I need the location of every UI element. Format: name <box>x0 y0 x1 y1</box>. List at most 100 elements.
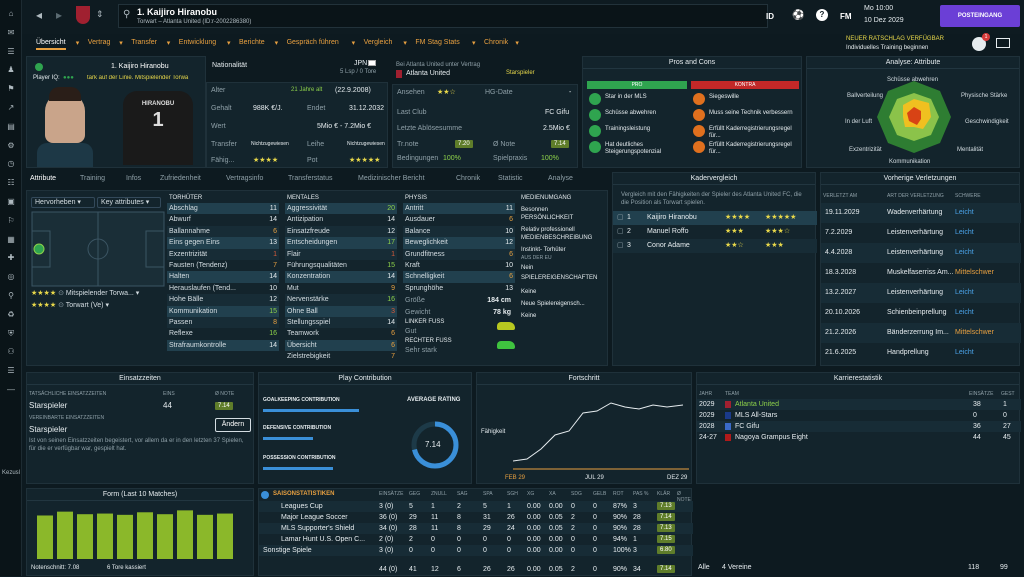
sidebar-icon-7[interactable]: ⚙ <box>7 140 15 150</box>
fm-button[interactable]: FM <box>840 12 852 21</box>
competition-name[interactable]: Leagues Cup <box>281 503 323 510</box>
squad-player[interactable]: Kaijiro Hiranobu <box>647 214 697 221</box>
injuries-title: Vorherige Verletzungen <box>821 173 1019 185</box>
sidebar-icon-17[interactable]: ⛨ <box>8 328 14 338</box>
sort-arrows-icon[interactable]: ⇕ <box>96 9 104 19</box>
transfer-label: Transfer <box>211 141 237 148</box>
squad-row[interactable]: ▢ 3 Conor Adame ★★☆ ★★★ <box>613 239 817 253</box>
nav-tab-1[interactable]: Vertrag <box>87 39 111 46</box>
tab-9[interactable]: Analyse <box>548 175 573 182</box>
sidebar-icon-15[interactable]: ⚲ <box>8 291 14 300</box>
advice-text[interactable]: Individuelles Training beginnen <box>846 45 929 51</box>
competition-name[interactable]: MLS Supporter's Shield <box>281 525 355 532</box>
users-icon[interactable] <box>972 37 986 51</box>
nav-tab-0[interactable]: Übersicht <box>36 39 66 50</box>
dob: (22.9.2008) <box>335 87 371 94</box>
sidebar-icon-5[interactable]: ↗ <box>7 103 15 112</box>
inbox-button[interactable]: POSTEINGANG <box>940 5 1020 27</box>
nav-tab-2[interactable]: Transfer <box>131 39 157 46</box>
sidebar-icon-6[interactable]: ▤ <box>7 121 15 131</box>
tab-7[interactable]: Chronik <box>456 175 481 182</box>
role-2[interactable]: ★★★★ ⊙ Torwart (Ve) ▾ <box>31 302 109 309</box>
sidebar-icon-1[interactable]: ✉ <box>7 27 15 37</box>
squad-row[interactable]: ▢ 2 Manuel Roffo ★★★ ★★★☆ <box>613 225 817 239</box>
club-name[interactable]: Atlanta United <box>406 70 450 77</box>
tab-2[interactable]: Infos <box>126 175 142 182</box>
career-team[interactable]: FC Gifu <box>735 423 760 430</box>
season-stat: 5 <box>409 503 413 510</box>
highlight-dropdown[interactable]: Hervorheben ▾ <box>31 197 95 208</box>
nav-tab-7[interactable]: FM Stag Stats <box>415 39 460 46</box>
nav-tab-6[interactable]: Vergleich <box>363 39 393 46</box>
search-box[interactable]: ⚲ 1. Kaijiro Hiranobu Torwart – Atlanta … <box>118 4 768 28</box>
season-title[interactable]: SAISONSTATISTIKEN <box>273 491 335 497</box>
radar-label: Kommunikation <box>889 159 931 165</box>
screen-icon[interactable] <box>996 38 1010 48</box>
sidebar-icon-12[interactable]: ▦ <box>7 234 15 244</box>
sidebar-icon-3[interactable]: ♟ <box>7 65 15 75</box>
nav-tab-8[interactable]: Chronik <box>484 39 509 46</box>
squad-row[interactable]: ▢ 1 Kaijiro Hiranobu ★★★★ ★★★★★ <box>613 211 817 225</box>
ball-icon[interactable]: ⚽ <box>792 10 805 21</box>
nav-tab-3[interactable]: Entwicklung <box>178 39 217 46</box>
season-stat: 0.05 <box>549 514 563 521</box>
physical-attributes: Antritt 11 Ausdauer 6 Balance 10 Beweglichkeit… <box>403 203 515 293</box>
id-button[interactable]: ID <box>766 12 774 21</box>
nationality[interactable]: JPN <box>354 60 368 67</box>
sidebar-icon-13[interactable]: ✚ <box>7 253 15 263</box>
sidebar-icon-14[interactable]: ◎ <box>7 272 15 282</box>
season-stat: 0.00 <box>527 503 541 510</box>
actual-time: Starspieler <box>29 401 68 410</box>
competition-name[interactable]: Major League Soccer <box>281 514 348 521</box>
position-marker-gk[interactable] <box>33 243 45 255</box>
attribute-name: Stellungsspiel <box>287 319 331 326</box>
advice-title[interactable]: NEUER RATSCHLAG VERFÜGBAR <box>846 36 944 42</box>
help-icon[interactable]: ? <box>816 9 828 21</box>
career-team[interactable]: Nagoya Grampus Eight <box>735 434 808 441</box>
attribute-row: Beweglichkeit 12 <box>403 237 515 249</box>
tab-1[interactable]: Training <box>80 175 106 182</box>
competition-name[interactable]: Lamar Hunt U.S. Open C... <box>281 536 366 543</box>
transfer-status[interactable]: Nichtzugewiesen <box>251 141 289 147</box>
last-club[interactable]: FC Gifu <box>545 109 570 116</box>
attribute-name: Antritt <box>405 205 424 212</box>
squad-player[interactable]: Manuel Roffo <box>647 228 689 235</box>
injury-date: 21.2.2026 <box>825 329 857 336</box>
squad-player[interactable]: Conor Adame <box>647 242 690 249</box>
form-panel: Form (Last 10 Matches) Notenschnitt: 7.0… <box>26 488 254 576</box>
career-team[interactable]: MLS All-Stars <box>735 412 778 419</box>
tab-5[interactable]: Transferstatus <box>288 175 333 182</box>
forward-icon[interactable]: ▸ <box>56 8 63 22</box>
sidebar-icon-2[interactable]: ☰ <box>7 46 15 56</box>
nav-tab-4[interactable]: Berichte <box>239 39 265 46</box>
key-attributes-dropdown[interactable]: Key attributes ▾ <box>97 197 161 208</box>
season-stat: 31 <box>483 514 491 521</box>
loan-status[interactable]: Nichtzugewiesen <box>347 141 385 147</box>
career-h-conceded: GEST <box>1001 391 1015 397</box>
sidebar-icon-18[interactable]: ⚇ <box>7 347 15 357</box>
sidebar-icon-11[interactable]: ⚐ <box>7 215 15 225</box>
sidebar-icon-9[interactable]: ☷ <box>7 178 15 188</box>
back-icon[interactable]: ◂ <box>36 8 43 22</box>
tab-3[interactable]: Zufriedenheit <box>160 175 201 182</box>
competition-name[interactable]: Sonstige Spiele <box>263 547 312 554</box>
role-1[interactable]: ★★★★ ⊙ Mitspielender Torwa... ▾ <box>31 290 140 297</box>
sidebar-icon-0[interactable]: ⌂ <box>8 9 14 18</box>
season-stat: 90% <box>613 525 628 532</box>
change-button[interactable]: Ändern <box>215 418 251 432</box>
sidebar-icon-16[interactable]: ♻ <box>7 309 15 319</box>
attribute-row: Stellungsspiel 14 <box>285 317 397 329</box>
season-stat: 0 <box>457 536 461 543</box>
sidebar-icon-20[interactable]: — <box>7 385 15 394</box>
nav-tab-5[interactable]: Gespräch führen <box>286 39 339 46</box>
tab-8[interactable]: Statistic <box>498 175 523 182</box>
sidebar-icon-10[interactable]: ▣ <box>7 197 15 206</box>
career-team[interactable]: Atlanta United <box>735 401 779 408</box>
sidebar-icon-4[interactable]: ⚑ <box>7 84 15 94</box>
sidebar-icon-19[interactable]: ☰ <box>7 366 15 376</box>
sidebar-icon-8[interactable]: ◷ <box>7 159 15 169</box>
tab-4[interactable]: Vertragsinfo <box>226 175 264 182</box>
tab-0[interactable]: Attribute <box>30 175 57 182</box>
tab-6[interactable]: Medizinischer Bericht <box>358 175 425 182</box>
new-traits[interactable]: Neue Spielereigensch... <box>521 301 585 307</box>
